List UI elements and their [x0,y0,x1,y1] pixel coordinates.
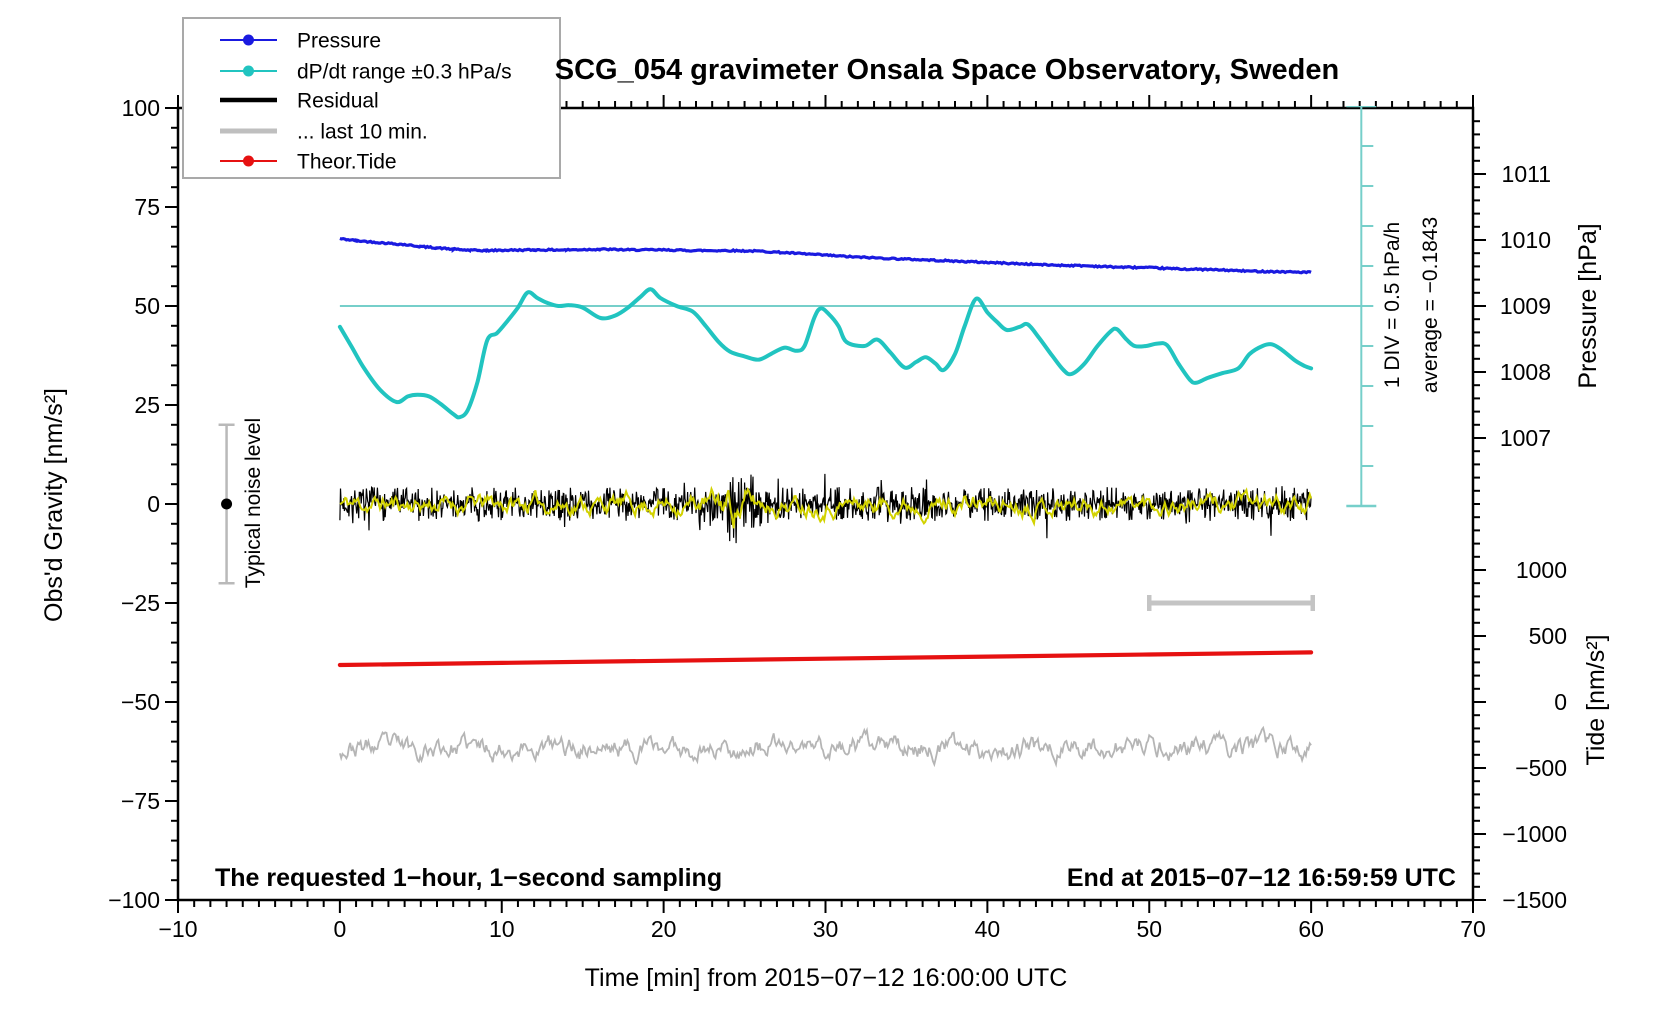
noise-errorbar-center-dot [221,498,233,510]
y-left-tick-label: 75 [134,194,160,220]
legend-item-label: Residual [297,90,379,113]
tick-labels: −10 0 10 20 30 40 50 60 701007550250−25−50−75−10… [108,95,1567,942]
y-left-tick-label: −25 [121,590,160,616]
plot-title: SCG_054 gravimeter Onsala Space Observat… [555,54,1339,86]
x-tick-label: 50 [1136,916,1162,942]
y-left-tick-label: 50 [134,293,160,319]
pressure-tick-label: 1008 [1500,359,1551,385]
pressure-tick-label: 1009 [1500,293,1551,319]
x-axis-title: Time [min] from 2015−07−12 16:00:00 UTC [585,964,1068,992]
average-note: average = −0.1843 [1419,217,1442,393]
y-left-tick-label: 0 [147,491,160,517]
legend-box: Pressure dP/dt range ±0.3 hPa/s Residual..… [182,17,561,179]
y-left-tick-label: 100 [122,95,160,121]
tide-tick-label: 500 [1529,623,1567,649]
curve-pressure [339,236,1312,275]
tide-tick-label: −500 [1515,755,1567,781]
y-right-pressure-title: Pressure [hPa] [1574,223,1602,388]
x-tick-label: 0 [333,916,346,942]
curve-residual-smooth [339,485,1313,529]
y-left-tick-label: −100 [108,887,160,913]
legend-item-label: dP/dt range ±0.3 hPa/s [297,61,512,84]
legend-sample-dot [243,155,254,167]
y-left-axis-title: Obs'd Gravity [nm/s²] [40,388,68,622]
noise-level-label: Typical noise level [242,418,265,588]
curve-theor-tide [337,650,1314,668]
legend-sample-dot [243,34,254,46]
plot-markers [218,423,1315,611]
curve-last-10-min [339,725,1312,768]
x-tick-label: 10 [489,916,515,942]
plot-frame [176,106,1475,902]
data-curves [337,106,1377,768]
pressure-tick-label: 1011 [1502,161,1551,187]
div-scale-note: 1 DIV = 0.5 hPa/h [1381,222,1404,388]
x-tick-label: 30 [813,916,839,942]
end-time-note: End at 2015−07−12 16:59:59 UTC [1067,864,1456,892]
y-right-tide-title: Tide [nm/s²] [1582,634,1610,765]
curve-dpdt [337,287,1314,420]
legend-item-label: Theor.Tide [297,151,397,174]
pressure-tick-label: 1007 [1500,425,1551,451]
pressure-tick-label: 1010 [1500,227,1551,253]
tide-tick-label: 0 [1554,689,1567,715]
sampling-note: The requested 1−hour, 1−second sampling [215,864,722,892]
tide-tick-label: −1500 [1502,887,1567,913]
x-tick-label: 20 [651,916,677,942]
tide-tick-label: −1000 [1502,821,1567,847]
x-tick-label: 40 [975,916,1001,942]
tide-tick-label: 1000 [1516,557,1567,583]
y-left-tick-label: −50 [121,689,160,715]
legend-item-label: Pressure [297,30,381,53]
y-left-tick-label: 25 [134,392,160,418]
legend-item-label: ... last 10 min. [297,121,428,144]
x-tick-label: −10 [158,916,197,942]
x-tick-label: 70 [1460,916,1486,942]
x-tick-label: 60 [1298,916,1324,942]
legend-sample-dot [243,65,254,77]
y-left-tick-label: −75 [121,788,160,814]
